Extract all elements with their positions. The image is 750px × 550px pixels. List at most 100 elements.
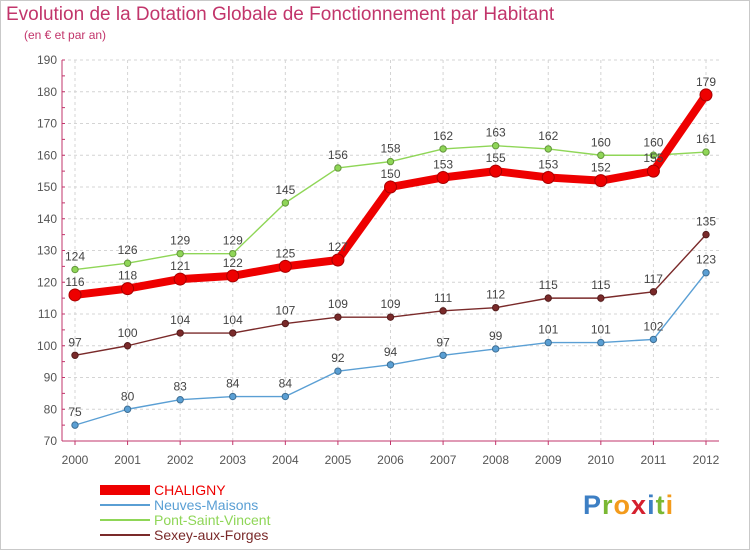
data-label-neuves-maisons: 99 [489, 329, 503, 343]
data-label-pont-saint-vincent: 160 [591, 135, 611, 149]
data-label-chaligny: 118 [118, 269, 137, 283]
x-tick-label: 2009 [535, 453, 562, 467]
data-label-chaligny: 121 [170, 259, 190, 273]
data-point-chaligny [436, 170, 450, 184]
legend-swatch [100, 504, 150, 506]
data-point-neuves-maisons [71, 421, 79, 429]
logo-letter: t [655, 490, 666, 520]
data-point-pont-saint-vincent [702, 148, 710, 156]
data-point-chaligny [68, 288, 82, 302]
data-point-pont-saint-vincent [439, 145, 447, 153]
data-label-sexey-aux-forges: 107 [275, 304, 295, 318]
legend-label: CHALIGNY [154, 482, 226, 498]
data-point-neuves-maisons [281, 392, 290, 401]
data-label-sexey-aux-forges: 100 [118, 326, 138, 340]
data-label-sexey-aux-forges: 109 [328, 297, 348, 311]
data-label-pont-saint-vincent: 145 [275, 183, 295, 197]
y-tick-label: 150 [37, 180, 57, 194]
data-point-chaligny [489, 164, 503, 178]
y-tick-label: 170 [37, 117, 57, 131]
data-label-neuves-maisons: 123 [696, 253, 716, 267]
data-label-chaligny: 155 [643, 151, 663, 165]
data-label-neuves-maisons: 102 [643, 319, 663, 333]
x-tick-label: 2005 [325, 453, 352, 467]
legend-swatch [100, 534, 150, 536]
data-point-pont-saint-vincent [176, 249, 184, 258]
logo-letter: P [583, 490, 603, 520]
data-point-neuves-maisons [439, 351, 447, 359]
y-tick-label: 110 [38, 307, 57, 321]
data-point-chaligny [173, 272, 187, 286]
data-point-sexey-aux-forges [439, 307, 447, 315]
data-point-chaligny [121, 282, 135, 296]
data-label-sexey-aux-forges: 112 [486, 288, 505, 302]
legend-swatch [100, 519, 150, 521]
data-label-pont-saint-vincent: 129 [170, 234, 190, 248]
data-point-pont-saint-vincent [649, 151, 658, 159]
data-label-chaligny: 155 [486, 151, 506, 165]
y-tick-label: 100 [37, 339, 57, 353]
data-point-pont-saint-vincent [544, 145, 552, 153]
data-point-sexey-aux-forges [281, 319, 290, 328]
data-label-pont-saint-vincent: 162 [538, 129, 558, 143]
logo-letter: i [665, 490, 675, 520]
data-point-neuves-maisons [334, 367, 342, 375]
x-tick-label: 2000 [62, 453, 89, 467]
data-label-pont-saint-vincent: 158 [380, 142, 400, 156]
data-label-sexey-aux-forges: 135 [696, 215, 716, 229]
data-point-sexey-aux-forges [71, 351, 79, 359]
y-tick-label: 90 [44, 371, 58, 385]
data-point-pont-saint-vincent [229, 249, 237, 258]
data-point-sexey-aux-forges [334, 313, 342, 321]
data-point-neuves-maisons [386, 361, 395, 369]
data-point-pont-saint-vincent [491, 142, 500, 150]
data-label-chaligny: 152 [591, 161, 611, 175]
data-point-neuves-maisons [176, 396, 184, 404]
x-tick-label: 2003 [219, 453, 246, 467]
data-point-pont-saint-vincent [71, 265, 79, 274]
data-label-pont-saint-vincent: 124 [65, 250, 85, 264]
data-label-neuves-maisons: 94 [384, 345, 398, 359]
data-label-chaligny: 127 [328, 240, 348, 254]
data-point-pont-saint-vincent [334, 164, 342, 172]
x-tick-label: 2012 [693, 453, 720, 467]
data-point-sexey-aux-forges [544, 294, 552, 302]
x-tick-label: 2001 [114, 453, 141, 467]
data-label-pont-saint-vincent: 162 [433, 129, 453, 143]
data-label-chaligny: 179 [696, 75, 716, 89]
data-point-chaligny [646, 164, 660, 178]
chart-title: Evolution de la Dotation Globale de Fonc… [6, 4, 555, 25]
data-point-chaligny [226, 269, 240, 283]
data-label-neuves-maisons: 75 [68, 405, 82, 419]
data-point-neuves-maisons [597, 338, 605, 347]
data-point-pont-saint-vincent [281, 199, 290, 207]
logo-letter: o [613, 490, 632, 520]
data-point-pont-saint-vincent [597, 151, 605, 159]
data-label-chaligny: 116 [65, 275, 84, 289]
x-tick-label: 2010 [587, 453, 614, 467]
data-point-chaligny [278, 259, 292, 273]
y-tick-label: 130 [37, 244, 57, 258]
data-label-sexey-aux-forges: 97 [68, 335, 82, 349]
data-label-chaligny: 150 [380, 167, 400, 181]
data-point-neuves-maisons [229, 392, 237, 401]
data-label-sexey-aux-forges: 104 [223, 313, 243, 327]
chart-subtitle: (en € et par an) [24, 28, 107, 42]
logo-letter: i [647, 490, 656, 520]
data-label-sexey-aux-forges: 104 [170, 313, 190, 327]
data-label-chaligny: 153 [538, 157, 558, 171]
data-label-pont-saint-vincent: 160 [643, 135, 663, 149]
data-point-sexey-aux-forges [702, 230, 710, 239]
data-point-neuves-maisons [123, 405, 132, 413]
x-tick-label: 2004 [272, 453, 299, 467]
data-label-sexey-aux-forges: 115 [539, 278, 558, 292]
data-point-sexey-aux-forges [597, 294, 605, 302]
data-point-sexey-aux-forges [123, 342, 132, 350]
data-point-pont-saint-vincent [123, 259, 132, 267]
data-label-pont-saint-vincent: 126 [118, 243, 138, 257]
legend-swatch [100, 485, 150, 495]
legend-label: Sexey-aux-Forges [154, 527, 269, 543]
data-label-pont-saint-vincent: 156 [328, 148, 348, 162]
data-label-sexey-aux-forges: 111 [434, 291, 453, 305]
